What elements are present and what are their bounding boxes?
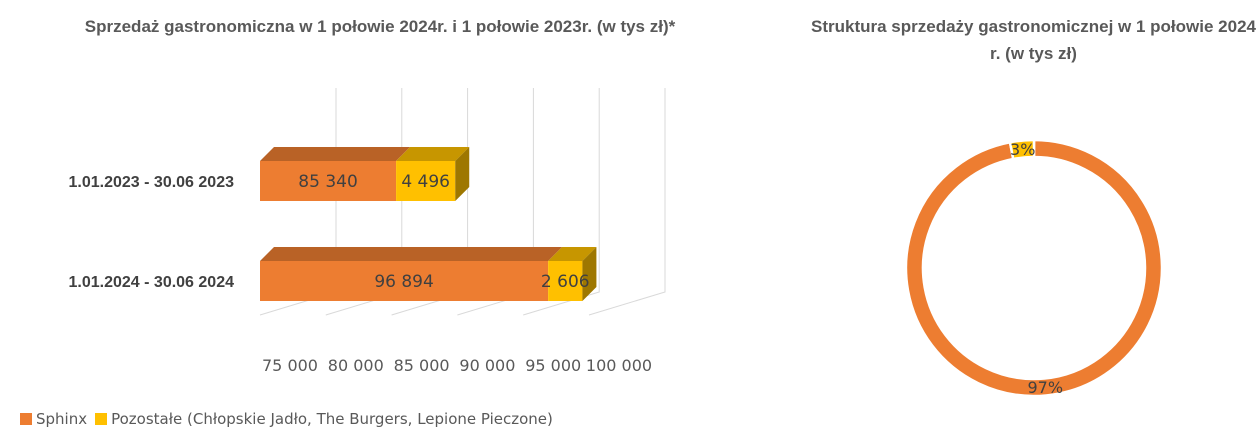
bar-segment bbox=[396, 161, 456, 201]
category-label: 1.01.2023 - 30.06 2023 bbox=[69, 174, 235, 191]
bar-segment bbox=[260, 161, 397, 201]
doughnut-chart-title: Struktura sprzedaży gastronomicznej w 1 … bbox=[811, 17, 1256, 63]
doughnut-chart: 97% 3% bbox=[904, 138, 1164, 398]
x-tick-label: 95 000 bbox=[525, 356, 581, 375]
bar-data-label: 4 496 bbox=[401, 172, 450, 192]
bar-top-face bbox=[548, 247, 597, 261]
doughnut-slice-label: 3% bbox=[1010, 140, 1035, 159]
x-tick-label: 90 000 bbox=[459, 356, 515, 375]
doughnut-slice bbox=[904, 138, 1164, 398]
bar-chart-title: Sprzedaż gastronomiczna w 1 połowie 2024… bbox=[84, 17, 676, 36]
bar-top-face bbox=[396, 147, 470, 161]
legend-label-sphinx: Sphinx bbox=[36, 410, 88, 428]
bar-chart-legend: Sphinx Pozostałe (Chłopskie Jadło, The B… bbox=[20, 410, 561, 428]
legend-label-pozostale: Pozostałe (Chłopskie Jadło, The Burgers,… bbox=[111, 410, 553, 428]
bar-data-label: 85 340 bbox=[298, 172, 357, 192]
doughnut-slice bbox=[1008, 138, 1036, 161]
legend-swatch-pozostale bbox=[95, 413, 108, 425]
bar-segment bbox=[260, 261, 549, 301]
x-tick-label: 85 000 bbox=[394, 356, 450, 375]
x-tick-label: 80 000 bbox=[328, 356, 384, 375]
gridline bbox=[588, 88, 666, 316]
x-tick-label: 100 000 bbox=[586, 356, 652, 375]
gridline bbox=[523, 88, 600, 316]
doughnut-slice-label: 97% bbox=[1027, 378, 1063, 397]
legend-item-pozostale: Pozostałe (Chłopskie Jadło, The Burgers,… bbox=[95, 410, 553, 428]
bar-chart-labels: 75 000 80 000 85 000 90 000 95 000 100 000 1.0… bbox=[69, 172, 653, 375]
category-label: 1.01.2024 - 30.06 2024 bbox=[69, 274, 235, 291]
x-tick-label: 75 000 bbox=[262, 356, 318, 375]
legend-swatch-sphinx bbox=[20, 413, 32, 425]
bar-side-face bbox=[582, 247, 597, 301]
bar-data-label: 96 894 bbox=[374, 272, 433, 292]
bar-top-face bbox=[260, 247, 563, 261]
bar-chart-bars bbox=[260, 147, 597, 301]
bar-top-face bbox=[260, 147, 411, 161]
bar-data-label: 2 606 bbox=[541, 272, 590, 292]
legend-item-sphinx: Sphinx bbox=[20, 410, 87, 428]
bar-side-face bbox=[455, 147, 470, 201]
bar-segment bbox=[548, 261, 583, 301]
